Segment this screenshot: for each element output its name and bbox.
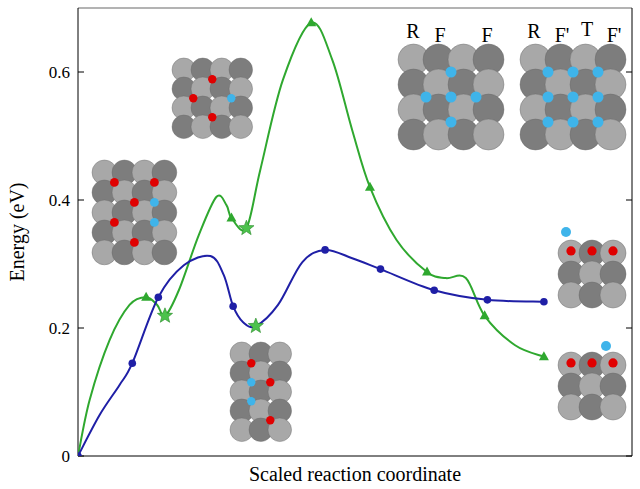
hydrogen: [568, 67, 579, 78]
annotation: R: [527, 20, 541, 42]
hydrogen: [446, 92, 457, 103]
hydrogen: [227, 94, 235, 102]
inset: [230, 342, 292, 442]
y-tick-label: 0.2: [49, 319, 70, 338]
hydrogen: [568, 92, 579, 103]
annotation: F': [555, 24, 570, 46]
oxygen: [130, 238, 139, 247]
y-title: Energy (eV): [6, 182, 29, 281]
circle-marker: [78, 452, 82, 456]
oxygen: [566, 246, 575, 255]
inset: [558, 240, 626, 308]
circle-marker: [484, 296, 492, 304]
oxygen: [110, 178, 119, 187]
x-title: Scaled reaction coordinate: [249, 463, 461, 485]
atom: [473, 119, 504, 150]
circle-marker: [155, 293, 163, 301]
star-marker: [157, 308, 172, 322]
y-tick-right: [626, 200, 632, 201]
triangle-marker: [539, 351, 549, 360]
hydrogen: [561, 227, 571, 237]
atom: [600, 394, 626, 420]
inset: [172, 58, 253, 139]
oxygen: [266, 416, 274, 424]
star-marker: [248, 318, 263, 332]
oxygen: [150, 178, 159, 187]
inset: [398, 44, 504, 150]
annotation: R: [406, 20, 420, 42]
oxygen: [189, 94, 197, 102]
oxygen: [608, 358, 617, 367]
triangle-marker: [78, 451, 83, 457]
hydrogen: [446, 67, 457, 78]
oxygen: [566, 358, 575, 367]
triangle-marker: [422, 267, 432, 276]
hydrogen: [543, 92, 554, 103]
triangle-marker: [226, 212, 236, 221]
oxygen: [247, 359, 255, 367]
circle-marker: [430, 286, 438, 294]
inset: [92, 160, 177, 265]
y-tick: [78, 328, 84, 329]
annotation: T: [581, 18, 593, 40]
chart: RFFRF'TF'00.20.40.6Energy (eV)Scaled rea…: [0, 0, 640, 489]
hydrogen: [247, 397, 255, 405]
hydrogen: [593, 92, 604, 103]
oxygen: [110, 218, 119, 227]
circle-marker: [540, 298, 548, 306]
triangle-marker: [480, 310, 490, 319]
hydrogen: [421, 92, 432, 103]
oxygen: [208, 113, 216, 121]
oxygen: [266, 378, 274, 386]
y-tick-right: [626, 72, 632, 73]
hydrogen: [568, 117, 579, 128]
insets: [92, 44, 626, 442]
atom: [229, 115, 253, 139]
oxygen: [587, 358, 596, 367]
atom: [600, 282, 626, 308]
triangle-marker: [365, 182, 375, 191]
curve: [78, 250, 544, 456]
hydrogen: [543, 117, 554, 128]
y-tick-right: [626, 328, 632, 329]
hydrogen: [543, 67, 554, 78]
atom: [152, 240, 177, 265]
hydrogen: [150, 198, 159, 207]
inset: [520, 44, 626, 150]
y-tick-label: 0.4: [49, 191, 71, 210]
y-tick: [78, 72, 84, 73]
y-tick-right: [626, 456, 632, 457]
circle-marker: [128, 359, 136, 367]
hydrogen: [247, 378, 255, 386]
triangle-marker: [306, 17, 316, 26]
y-tick: [78, 200, 84, 201]
annotation: F: [481, 24, 492, 46]
oxygen: [208, 75, 216, 83]
oxygen: [130, 198, 139, 207]
hydrogen: [601, 341, 611, 351]
annotation: F': [607, 24, 622, 46]
circle-marker: [377, 265, 385, 273]
hydrogen: [593, 117, 604, 128]
right-axis: [632, 8, 633, 456]
circle-marker: [321, 246, 329, 254]
hydrogen: [446, 117, 457, 128]
x-axis: [78, 456, 632, 457]
annotation: F: [434, 24, 445, 46]
hydrogen: [593, 67, 604, 78]
oxygen: [587, 246, 596, 255]
plot-area: [78, 17, 549, 456]
hydrogen: [471, 92, 482, 103]
hydrogen: [150, 218, 159, 227]
inset: [558, 352, 626, 420]
circle-marker: [229, 302, 237, 310]
triangle-marker: [141, 292, 151, 301]
star-marker: [239, 220, 254, 234]
y-tick-label: 0: [62, 447, 71, 466]
curve: [78, 22, 544, 456]
y-tick-label: 0.6: [49, 63, 70, 82]
y-axis: [78, 8, 79, 456]
oxygen: [608, 246, 617, 255]
top-axis: [78, 8, 632, 9]
